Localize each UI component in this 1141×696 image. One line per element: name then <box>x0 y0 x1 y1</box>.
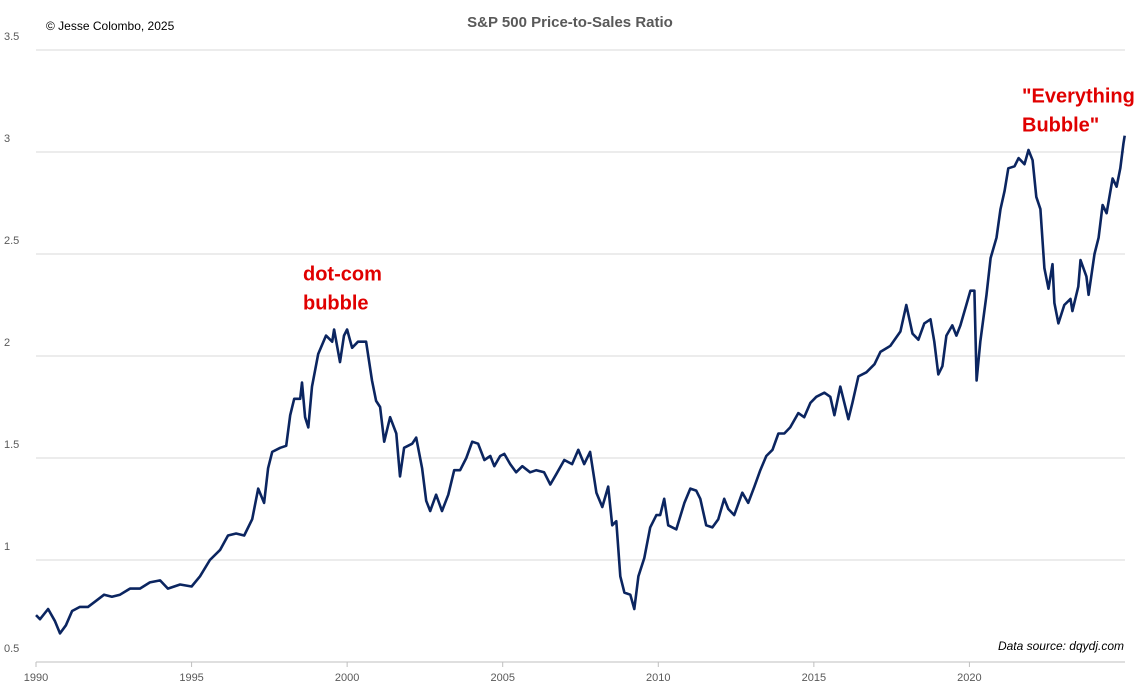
annotation: dot-com <box>303 263 382 285</box>
annotation: "Everything <box>1022 85 1135 107</box>
x-tick-label: 1990 <box>24 672 48 684</box>
y-tick-label: 3 <box>4 133 10 145</box>
x-tick-label: 2000 <box>335 672 359 684</box>
annotation: Bubble" <box>1022 114 1099 136</box>
y-tick-label: 1.5 <box>4 439 19 451</box>
y-tick-label: 2.5 <box>4 235 19 247</box>
y-tick-label: 0.5 <box>4 643 19 655</box>
x-tick-label: 1995 <box>179 672 203 684</box>
x-tick-label: 2020 <box>957 672 981 684</box>
line <box>35 135 1126 635</box>
copyright: © Jesse Colombo, 2025 <box>46 19 175 33</box>
y-tick-label: 3.5 <box>4 31 19 43</box>
chart-title: S&P 500 Price-to-Sales Ratio <box>467 14 673 31</box>
x-tick-label: 2015 <box>802 672 826 684</box>
annotation: bubble <box>303 292 369 314</box>
data-source: Data source: dqydj.com <box>998 639 1124 653</box>
x-tick-label: 2010 <box>646 672 670 684</box>
y-tick-label: 2 <box>4 337 10 349</box>
y-tick-label: 1 <box>4 541 10 553</box>
x-tick-label: 2005 <box>490 672 514 684</box>
